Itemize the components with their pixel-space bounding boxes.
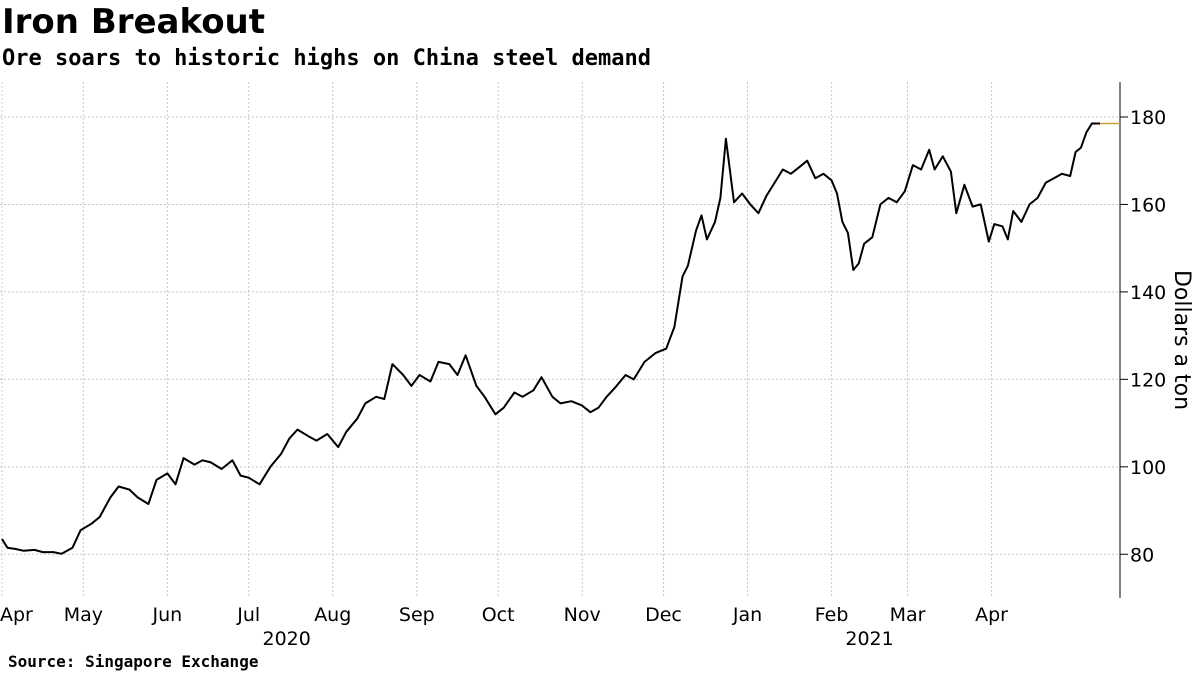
y-tick-label: 100 [1130, 457, 1166, 479]
axes [1119, 82, 1128, 598]
series-layer [1, 122, 1120, 555]
chart-title: Iron Breakout [2, 2, 266, 42]
x-tick-label: Feb [815, 604, 849, 626]
y-tick-label: 80 [1130, 544, 1154, 566]
x-tick-label: Jun [152, 604, 183, 626]
x-tick-label: Mar [890, 604, 926, 626]
axis-labels: 80 100 120 140 160 180 Apr May Jun Jul Aug Sep Oct No… [0, 107, 1194, 650]
x-tick-label: Oct [482, 604, 515, 626]
chart-subtitle: Ore soars to historic highs on China ste… [2, 46, 652, 71]
price-line [1, 122, 1100, 555]
x-tick-label: Jul [236, 604, 260, 626]
year-label: 2020 [262, 628, 310, 650]
y-tick-label: 120 [1130, 369, 1166, 391]
x-tick-label: Nov [564, 604, 601, 626]
year-label: 2021 [845, 628, 893, 650]
x-tick-label: Aug [314, 604, 351, 626]
x-tick-label: Jan [732, 604, 762, 626]
y-tick-label: 180 [1130, 107, 1166, 129]
x-tick-label: May [64, 604, 103, 626]
y-axis-title: Dollars a ton [1169, 270, 1194, 410]
x-tick-label: Apr [975, 604, 1008, 626]
x-tick-label: Apr [0, 604, 33, 626]
source-note: Source: Singapore Exchange [8, 652, 259, 671]
y-tick-label: 160 [1130, 194, 1166, 216]
x-tick-label: Dec [645, 604, 682, 626]
y-tick-label: 140 [1130, 282, 1166, 304]
gridlines [0, 82, 1120, 598]
x-tick-label: Sep [399, 604, 435, 626]
